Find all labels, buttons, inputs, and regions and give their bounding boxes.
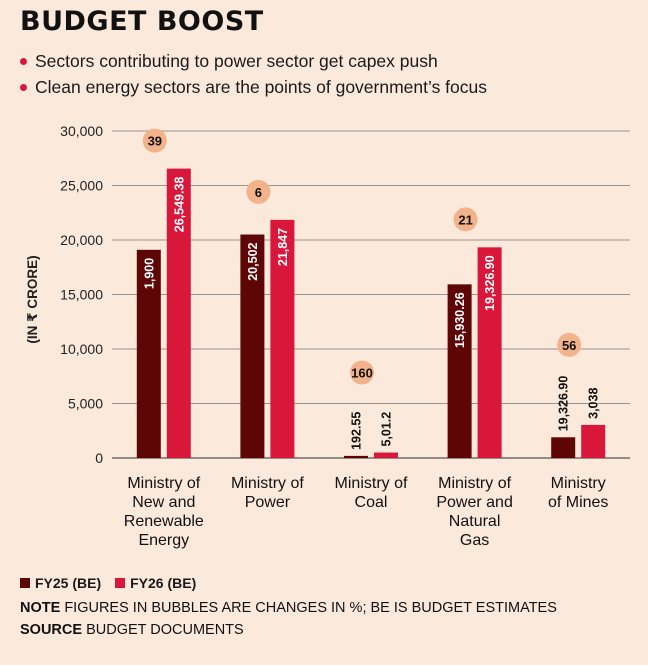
- x-category-label: Ministry of: [438, 475, 511, 492]
- y-tick-label: 0: [95, 450, 103, 466]
- legend-label-fy26: FY26 (BE): [130, 575, 197, 591]
- data-label: 15,930.26: [453, 292, 467, 348]
- bullet-text: Clean energy sectors are the points of g…: [35, 76, 488, 97]
- change-bubble-label: 160: [351, 366, 373, 381]
- x-category-label: New and: [132, 494, 195, 511]
- data-label: 20,502: [246, 242, 260, 280]
- change-bubble-label: 21: [458, 212, 472, 227]
- y-tick-label: 15,000: [60, 287, 103, 303]
- source-text: BUDGET DOCUMENTS: [86, 622, 244, 638]
- bar-fy26: [581, 424, 606, 458]
- data-label: 1,900: [142, 258, 156, 289]
- change-bubble-label: 6: [255, 185, 262, 200]
- change-bubble: [142, 128, 167, 153]
- bar-fy26: [374, 452, 398, 458]
- change-bubble: [557, 332, 582, 357]
- x-category-label: of Mines: [548, 494, 608, 511]
- legend-swatch-fy25: [20, 578, 30, 588]
- y-tick-label: 25,000: [60, 178, 103, 194]
- chart-legend: FY25 (BE) FY26 (BE): [20, 575, 210, 591]
- note-label: NOTE: [20, 600, 61, 616]
- x-category-label: Ministry of: [127, 475, 200, 492]
- x-category-label: Renewable: [124, 513, 204, 530]
- bar-fy26: [166, 168, 191, 458]
- x-category-label: Ministry of: [231, 475, 304, 492]
- bar-chart: 0 5,000 10,000 15,000 20,000 25,000 30,000 (IN …: [25, 123, 630, 549]
- y-tick-label: 20,000: [60, 232, 103, 248]
- bar-fy25: [240, 234, 265, 458]
- change-bubble: [453, 207, 478, 232]
- bar-fy26: [477, 247, 502, 458]
- legend-item-fy25: FY25 (BE): [20, 575, 101, 591]
- x-category-label: Energy: [138, 532, 189, 549]
- bullet-dot-icon: [20, 83, 27, 91]
- change-bubble: [246, 179, 271, 204]
- change-bubble-label: 39: [148, 134, 162, 149]
- data-label: 21,847: [276, 228, 290, 266]
- data-label: 26,549.38: [172, 177, 186, 233]
- bar-fy25: [551, 437, 576, 458]
- change-bubble: [350, 360, 374, 385]
- bullet-dot-icon: [20, 57, 27, 65]
- bar-fy26: [270, 219, 295, 458]
- y-tick-label: 5,000: [68, 396, 103, 412]
- source-label: SOURCE: [20, 622, 83, 638]
- page-title: BUDGET BOOST: [20, 6, 264, 37]
- data-label: 3,038: [587, 388, 601, 419]
- legend-swatch-fy26: [115, 578, 126, 588]
- data-label: 5,01.2: [380, 412, 394, 447]
- x-category-label: Natural: [449, 513, 501, 530]
- x-category-label: Power: [245, 494, 291, 511]
- x-category-label: Coal: [355, 494, 388, 511]
- bar-fy25: [447, 284, 472, 458]
- note-text: FIGURES IN BUBBLES ARE CHANGES IN %; BE …: [64, 600, 557, 616]
- x-category-label: Gas: [460, 532, 489, 549]
- bullet-item: Clean energy sectors are the points of g…: [20, 74, 487, 100]
- y-tick-label: 10,000: [60, 341, 103, 357]
- y-tick-label: 30,000: [60, 123, 103, 139]
- note-line: NOTE FIGURES IN BUBBLES ARE CHANGES IN %…: [20, 600, 557, 616]
- subtitle-bullets: Sectors contributing to power sector get…: [20, 48, 487, 100]
- legend-label-fy25: FY25 (BE): [35, 575, 102, 591]
- change-bubble-label: 56: [562, 338, 576, 353]
- data-label: 192.55: [350, 412, 364, 450]
- data-label: 19,326.90: [483, 255, 497, 311]
- y-axis-label: (IN ₹ CRORE): [25, 255, 40, 343]
- data-label: 19,326.90: [557, 376, 571, 432]
- legend-item-fy26: FY26 (BE): [115, 575, 196, 591]
- bar-fy25: [136, 249, 161, 458]
- x-category-label: Power and: [436, 494, 513, 511]
- x-category-label: Ministry: [551, 475, 606, 492]
- x-category-label: Ministry of: [335, 475, 408, 492]
- bullet-text: Sectors contributing to power sector get…: [35, 50, 438, 71]
- source-line: SOURCE BUDGET DOCUMENTS: [20, 622, 244, 638]
- bar-fy25: [344, 455, 368, 458]
- bullet-item: Sectors contributing to power sector get…: [20, 48, 487, 74]
